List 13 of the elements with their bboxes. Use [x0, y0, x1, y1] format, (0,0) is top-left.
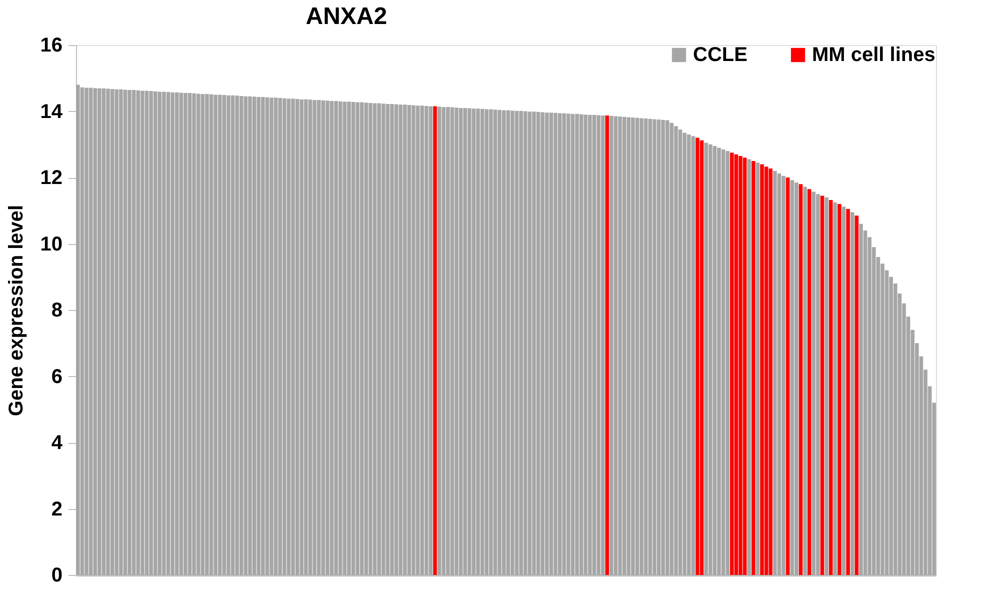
y-tick-label: 8: [51, 300, 62, 322]
y-tick-label: 0: [51, 564, 62, 586]
legend-label: MM cell lines: [812, 44, 936, 66]
y-tick-label: 2: [51, 498, 62, 520]
y-tick-label: 4: [51, 432, 64, 454]
y-tick-label: 10: [40, 233, 62, 256]
y-axis-title: Gene expression level: [5, 204, 28, 416]
y-tick-label: 6: [51, 366, 62, 388]
legend-label: CCLE: [693, 44, 748, 66]
chart-title: ANXA2: [306, 3, 388, 30]
y-tick-label: 14: [40, 100, 64, 123]
y-tick-label: 12: [40, 167, 62, 189]
y-tick-label: 16: [40, 34, 62, 56]
